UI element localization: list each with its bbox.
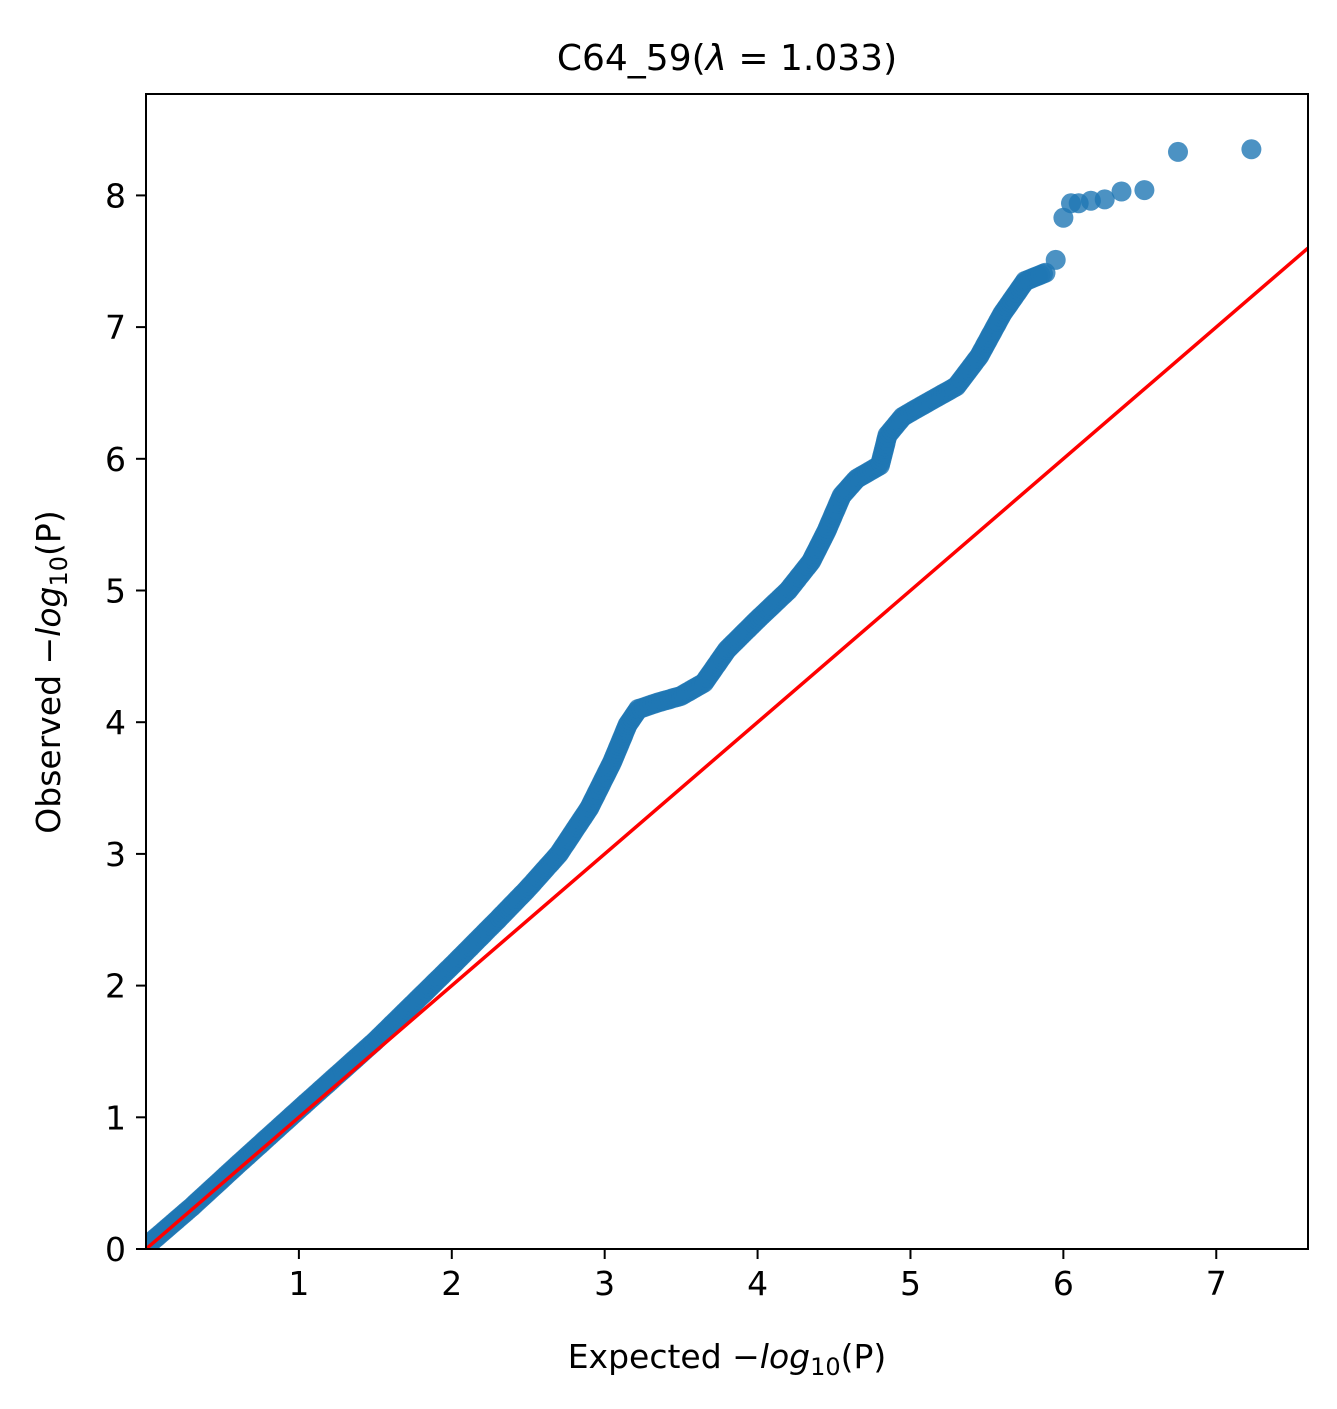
y-tick-label: 1 (105, 1098, 126, 1137)
y-axis-label: Observed −log10(P) (29, 510, 73, 833)
qq-point-outlier (1134, 180, 1155, 201)
x-tick-label: 2 (441, 1264, 462, 1303)
x-tick-label: 5 (900, 1264, 921, 1303)
x-axis-ticks: 1 2 3 4 5 6 7 (288, 1249, 1227, 1303)
y-tick-label: 6 (105, 440, 126, 479)
y-tick-label: 8 (105, 176, 126, 215)
qq-point-outlier (1094, 189, 1115, 210)
qq-point-outlier (1241, 139, 1262, 160)
y-tick-label: 3 (105, 835, 126, 874)
plot-frame (145, 93, 1309, 1250)
y-tick-label: 0 (105, 1230, 126, 1269)
reference-line-layer (146, 246, 1308, 1249)
x-tick-label: 3 (594, 1264, 615, 1303)
y-tick-label: 2 (105, 967, 126, 1006)
y-tick-label: 7 (105, 308, 126, 347)
x-axis-label: Expected −log10(P) (568, 1337, 887, 1381)
y-tick-label: 4 (105, 703, 126, 742)
x-tick-label: 6 (1053, 1264, 1074, 1303)
chart-title: C64_59(λ = 1.033) (557, 38, 897, 79)
x-tick-label: 4 (747, 1264, 768, 1303)
qq-point-outlier (1168, 141, 1188, 162)
observed-points (146, 139, 1262, 1249)
x-tick-label: 7 (1206, 1264, 1227, 1303)
qq-point-outlier (1111, 181, 1132, 202)
qq-point-outlier (1045, 249, 1066, 270)
y-tick-label: 5 (105, 572, 126, 611)
y-axis-ticks: 0 1 2 3 4 5 6 7 8 (105, 176, 146, 1269)
reference-line (146, 246, 1308, 1249)
x-tick-label: 1 (288, 1264, 309, 1303)
